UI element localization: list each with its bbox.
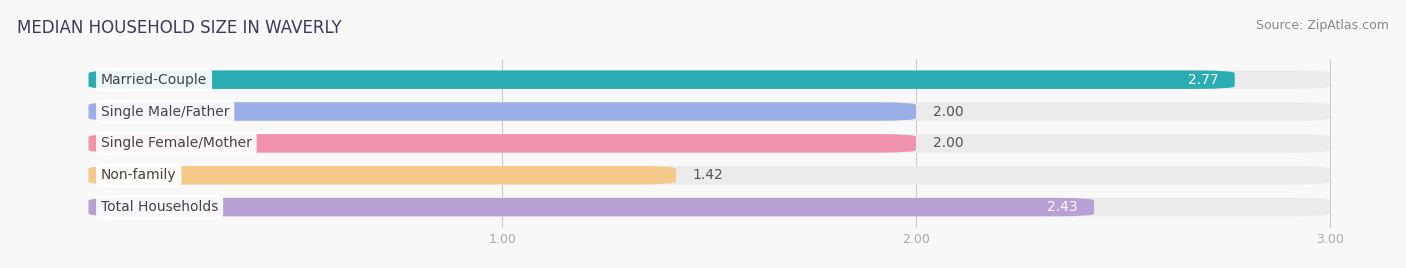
FancyBboxPatch shape <box>89 134 1330 152</box>
FancyBboxPatch shape <box>89 166 1330 184</box>
FancyBboxPatch shape <box>89 134 917 152</box>
FancyBboxPatch shape <box>89 102 1330 121</box>
Text: 1.42: 1.42 <box>693 168 724 182</box>
FancyBboxPatch shape <box>89 102 917 121</box>
Text: 2.77: 2.77 <box>1188 73 1218 87</box>
Text: Married-Couple: Married-Couple <box>101 73 207 87</box>
FancyBboxPatch shape <box>89 70 1330 89</box>
Text: 2.43: 2.43 <box>1047 200 1077 214</box>
Text: 2.00: 2.00 <box>932 136 963 150</box>
Text: 2.00: 2.00 <box>932 105 963 118</box>
Text: Total Households: Total Households <box>101 200 218 214</box>
Text: Non-family: Non-family <box>101 168 177 182</box>
FancyBboxPatch shape <box>89 70 1234 89</box>
FancyBboxPatch shape <box>89 198 1094 216</box>
Text: Source: ZipAtlas.com: Source: ZipAtlas.com <box>1256 19 1389 32</box>
FancyBboxPatch shape <box>89 166 676 184</box>
Text: Single Female/Mother: Single Female/Mother <box>101 136 252 150</box>
Text: MEDIAN HOUSEHOLD SIZE IN WAVERLY: MEDIAN HOUSEHOLD SIZE IN WAVERLY <box>17 19 342 37</box>
FancyBboxPatch shape <box>89 198 1330 216</box>
Text: Single Male/Father: Single Male/Father <box>101 105 229 118</box>
